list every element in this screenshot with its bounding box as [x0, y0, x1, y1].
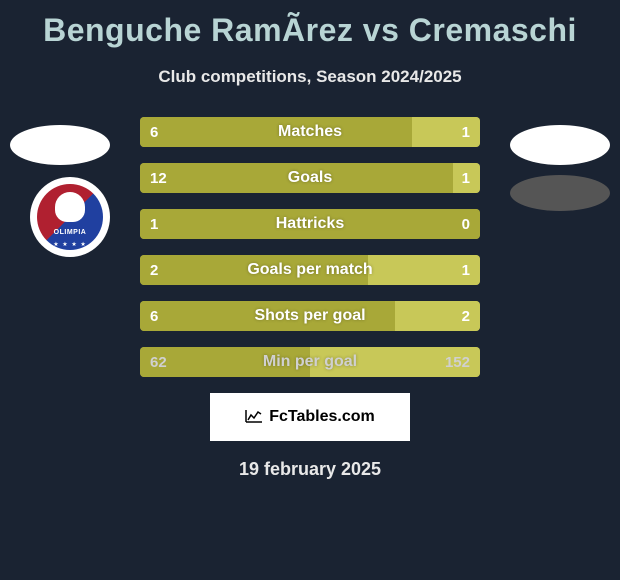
- stat-value-left: 62: [150, 347, 167, 377]
- player-badge-right: [510, 125, 610, 165]
- subtitle: Club competitions, Season 2024/2025: [0, 67, 620, 87]
- stat-value-left: 6: [150, 117, 158, 147]
- stat-label: Goals: [140, 163, 480, 193]
- stat-row: Min per goal62 152: [140, 347, 480, 377]
- stat-row: Goals per match2 1: [140, 255, 480, 285]
- source-logo: FcTables.com: [210, 393, 410, 441]
- comparison-content: OLIMPIA ★ ★ ★ ★ Matches61Goals121Hattric…: [0, 117, 620, 377]
- stat-label: Goals per match: [140, 255, 480, 285]
- player-badge-left: [10, 125, 110, 165]
- page-title: Benguche RamÃ­rez vs Cremaschi: [0, 0, 620, 49]
- club-crest: OLIMPIA ★ ★ ★ ★: [30, 177, 110, 257]
- stat-value-right: 0: [462, 209, 470, 239]
- stat-value-right: 1: [462, 163, 470, 193]
- chart-icon: [245, 409, 263, 426]
- stat-row: Shots per goal6 2: [140, 301, 480, 331]
- stat-value-right: 2: [462, 301, 470, 331]
- crest-inner: OLIMPIA ★ ★ ★ ★: [37, 184, 103, 250]
- stat-label: Shots per goal: [140, 301, 480, 331]
- stat-label: Hattricks: [140, 209, 480, 239]
- stat-value-right: 1: [462, 255, 470, 285]
- stat-value-left: 2: [150, 255, 158, 285]
- stat-value-right: 1: [462, 117, 470, 147]
- date-text: 19 february 2025: [0, 459, 620, 480]
- stat-bars: Matches61Goals121Hattricks10Goals per ma…: [140, 117, 480, 377]
- stat-label: Matches: [140, 117, 480, 147]
- stat-value-left: 12: [150, 163, 167, 193]
- stat-value-left: 6: [150, 301, 158, 331]
- stat-value-left: 1: [150, 209, 158, 239]
- crest-text: OLIMPIA: [54, 229, 87, 236]
- stat-row: Matches6 1: [140, 117, 480, 147]
- stat-row: Hattricks1 0: [140, 209, 480, 239]
- crest-lion-icon: [55, 192, 85, 222]
- stat-row: Goals12 1: [140, 163, 480, 193]
- stat-label: Min per goal: [140, 347, 480, 377]
- source-logo-text: FcTables.com: [269, 408, 375, 426]
- player-badge-right-2: [510, 175, 610, 211]
- crest-stars-icon: ★ ★ ★ ★: [53, 241, 87, 248]
- stat-value-right: 152: [445, 347, 470, 377]
